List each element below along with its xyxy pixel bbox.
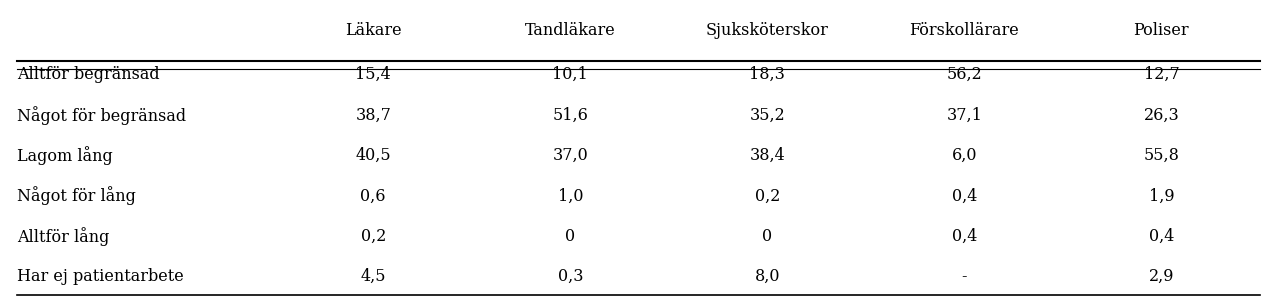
Text: Poliser: Poliser <box>1134 22 1189 39</box>
Text: 40,5: 40,5 <box>355 147 391 164</box>
Text: 0,2: 0,2 <box>361 228 386 245</box>
Text: Läkare: Läkare <box>345 22 401 39</box>
Text: Förskollärare: Förskollärare <box>910 22 1019 39</box>
Text: 38,7: 38,7 <box>355 107 391 124</box>
Text: 0,6: 0,6 <box>361 187 386 204</box>
Text: 55,8: 55,8 <box>1144 147 1180 164</box>
Text: 12,7: 12,7 <box>1144 66 1180 83</box>
Text: 8,0: 8,0 <box>754 268 780 285</box>
Text: 38,4: 38,4 <box>749 147 785 164</box>
Text: Lagom lång: Lagom lång <box>17 146 112 165</box>
Text: 0,2: 0,2 <box>754 187 780 204</box>
Text: 15,4: 15,4 <box>355 66 391 83</box>
Text: 6,0: 6,0 <box>952 147 977 164</box>
Text: 26,3: 26,3 <box>1144 107 1180 124</box>
Text: 35,2: 35,2 <box>749 107 785 124</box>
Text: Något för lång: Något för lång <box>17 186 135 205</box>
Text: 37,1: 37,1 <box>947 107 982 124</box>
Text: 0: 0 <box>762 228 772 245</box>
Text: 0,4: 0,4 <box>1149 228 1175 245</box>
Text: 1,0: 1,0 <box>558 187 583 204</box>
Text: Har ej patientarbete: Har ej patientarbete <box>17 268 183 285</box>
Text: 37,0: 37,0 <box>553 147 589 164</box>
Text: 0,4: 0,4 <box>952 187 977 204</box>
Text: Sjuksköterskor: Sjuksköterskor <box>706 22 829 39</box>
Text: -: - <box>962 268 967 285</box>
Text: Alltför begränsad: Alltför begränsad <box>17 66 159 83</box>
Text: 1,9: 1,9 <box>1149 187 1175 204</box>
Text: 56,2: 56,2 <box>947 66 982 83</box>
Text: 0,3: 0,3 <box>558 268 583 285</box>
Text: 2,9: 2,9 <box>1149 268 1175 285</box>
Text: 0,4: 0,4 <box>952 228 977 245</box>
Text: 4,5: 4,5 <box>361 268 386 285</box>
Text: 0: 0 <box>566 228 576 245</box>
Text: Alltför lång: Alltför lång <box>17 227 110 246</box>
Text: 51,6: 51,6 <box>553 107 589 124</box>
Text: 10,1: 10,1 <box>553 66 589 83</box>
Text: Tandläkare: Tandläkare <box>525 22 615 39</box>
Text: 18,3: 18,3 <box>749 66 785 83</box>
Text: Något för begränsad: Något för begränsad <box>17 106 186 124</box>
